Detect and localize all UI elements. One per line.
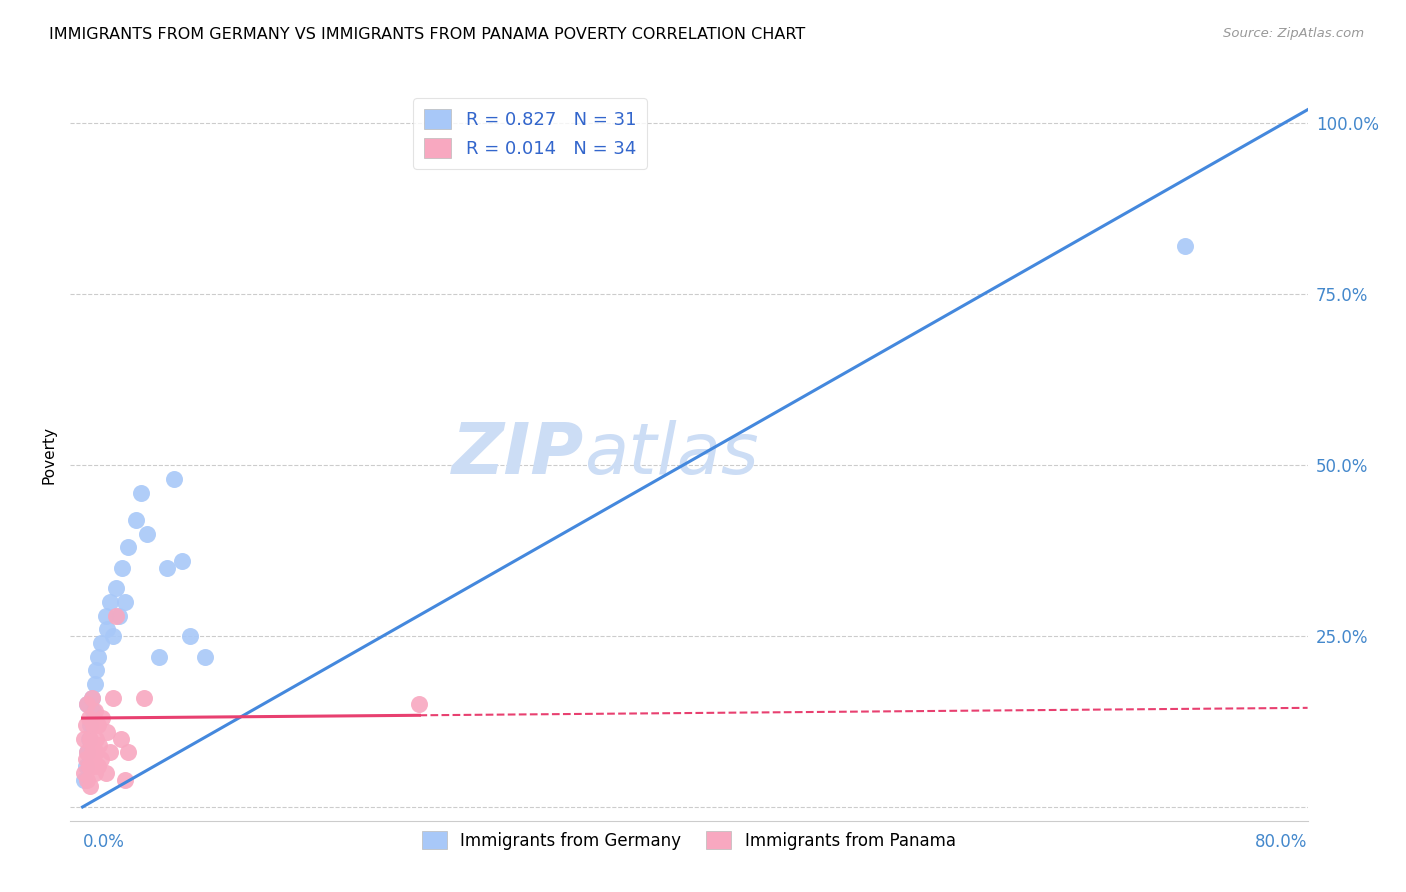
Point bbox=[82, 704, 104, 718]
Point bbox=[76, 698, 98, 712]
Point bbox=[132, 690, 155, 705]
Point bbox=[73, 772, 96, 787]
Point bbox=[79, 718, 101, 732]
Point bbox=[1174, 239, 1197, 253]
Point bbox=[86, 731, 108, 746]
Point bbox=[148, 649, 170, 664]
Point bbox=[98, 595, 121, 609]
Point bbox=[79, 731, 101, 746]
Point bbox=[172, 554, 194, 568]
Point bbox=[179, 629, 201, 643]
Point bbox=[98, 745, 121, 759]
Point bbox=[129, 485, 152, 500]
Point bbox=[96, 622, 118, 636]
Point bbox=[91, 711, 114, 725]
Point bbox=[156, 560, 179, 574]
Point bbox=[79, 780, 101, 794]
Point bbox=[108, 608, 131, 623]
Point bbox=[117, 540, 139, 554]
Point bbox=[83, 677, 105, 691]
Text: ZIP: ZIP bbox=[451, 420, 583, 490]
Point bbox=[96, 724, 118, 739]
Text: 80.0%: 80.0% bbox=[1256, 833, 1308, 851]
Point bbox=[80, 745, 103, 759]
Point bbox=[194, 649, 217, 664]
Point bbox=[82, 759, 104, 773]
Point bbox=[75, 718, 97, 732]
Point bbox=[101, 629, 124, 643]
Point bbox=[114, 772, 136, 787]
Point bbox=[77, 731, 100, 746]
Point bbox=[90, 752, 112, 766]
Point bbox=[73, 765, 96, 780]
Point bbox=[125, 513, 148, 527]
Point bbox=[90, 636, 112, 650]
Point bbox=[87, 649, 110, 664]
Point bbox=[101, 690, 124, 705]
Point bbox=[76, 745, 98, 759]
Text: Source: ZipAtlas.com: Source: ZipAtlas.com bbox=[1223, 27, 1364, 40]
Point bbox=[80, 690, 103, 705]
Point bbox=[76, 772, 98, 787]
Point bbox=[94, 608, 117, 623]
Point bbox=[163, 472, 186, 486]
Point bbox=[114, 595, 136, 609]
Point bbox=[82, 718, 104, 732]
Point bbox=[135, 526, 157, 541]
Point bbox=[80, 690, 103, 705]
Point bbox=[87, 718, 110, 732]
Point bbox=[408, 698, 430, 712]
Point bbox=[75, 759, 97, 773]
Point bbox=[73, 731, 96, 746]
Point bbox=[76, 698, 98, 712]
Point bbox=[83, 704, 105, 718]
Text: IMMIGRANTS FROM GERMANY VS IMMIGRANTS FROM PANAMA POVERTY CORRELATION CHART: IMMIGRANTS FROM GERMANY VS IMMIGRANTS FR… bbox=[49, 27, 806, 42]
Point bbox=[77, 759, 100, 773]
Point bbox=[87, 759, 110, 773]
Point bbox=[111, 560, 134, 574]
Point bbox=[94, 765, 117, 780]
Legend: Immigrants from Germany, Immigrants from Panama: Immigrants from Germany, Immigrants from… bbox=[415, 824, 963, 856]
Point bbox=[105, 608, 128, 623]
Point bbox=[89, 739, 111, 753]
Point bbox=[117, 745, 139, 759]
Point bbox=[76, 745, 98, 759]
Point bbox=[77, 711, 100, 725]
Point bbox=[86, 745, 108, 759]
Point bbox=[86, 663, 108, 677]
Point bbox=[110, 731, 132, 746]
Y-axis label: Poverty: Poverty bbox=[41, 425, 56, 484]
Point bbox=[83, 765, 105, 780]
Text: atlas: atlas bbox=[583, 420, 758, 490]
Point bbox=[105, 581, 128, 595]
Point bbox=[75, 752, 97, 766]
Text: 0.0%: 0.0% bbox=[83, 833, 124, 851]
